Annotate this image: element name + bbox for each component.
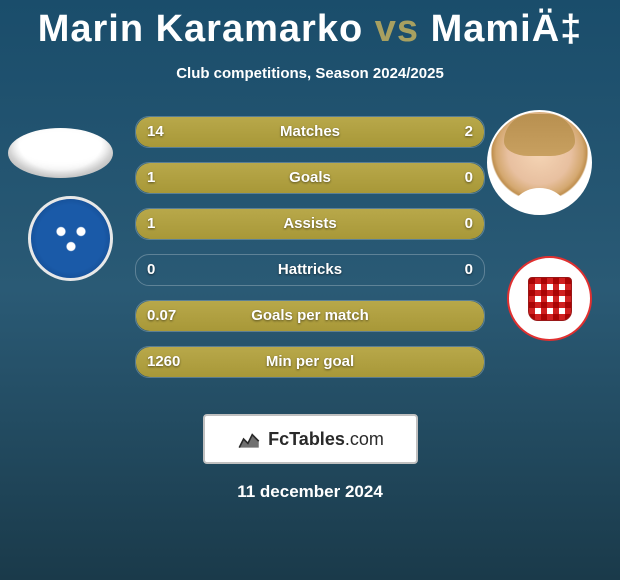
main-area: 142Matches 10Goals 10Assists 00Hattricks 0.0… (0, 116, 620, 396)
stat-bar-fill-right (441, 117, 485, 147)
player2-name: MamiÄ‡ (431, 8, 583, 50)
player1-club-badge (28, 196, 113, 281)
brand-name: FcTables (268, 429, 345, 449)
stat-bar-track (135, 208, 485, 240)
stat-row: 142Matches (135, 116, 485, 148)
player1-name: Marin Karamarko (38, 8, 363, 50)
stat-row: 0.07Goals per match (135, 300, 485, 332)
date: 11 december 2024 (0, 482, 620, 502)
vs-separator: vs (375, 8, 419, 50)
stat-bar-track (135, 116, 485, 148)
stat-bar-fill (136, 301, 484, 331)
stat-bar-track (135, 300, 485, 332)
stat-bar-fill (136, 163, 484, 193)
brand-text: FcTables.com (268, 429, 384, 450)
stat-row: 1260Min per goal (135, 346, 485, 378)
player2-club-badge (507, 256, 592, 341)
stat-bar-fill (136, 347, 484, 377)
stat-bar-track (135, 346, 485, 378)
player1-avatar (8, 128, 113, 178)
brand-box: FcTables.com (203, 414, 418, 464)
stat-bar-fill (136, 209, 484, 239)
stat-bar-track (135, 162, 485, 194)
stat-row: 10Goals (135, 162, 485, 194)
player2-avatar (487, 110, 592, 215)
brand-suffix: .com (345, 429, 384, 449)
brand-icon (236, 426, 262, 452)
stat-bar-track (135, 254, 485, 286)
stat-bar-fill-left (136, 117, 441, 147)
comparison-title: Marin Karamarko vs MamiÄ‡ (0, 0, 620, 51)
subtitle: Club competitions, Season 2024/2025 (0, 65, 620, 82)
stat-bars: 142Matches 10Goals 10Assists 00Hattricks 0.0… (135, 116, 485, 392)
stat-row: 00Hattricks (135, 254, 485, 286)
stat-row: 10Assists (135, 208, 485, 240)
